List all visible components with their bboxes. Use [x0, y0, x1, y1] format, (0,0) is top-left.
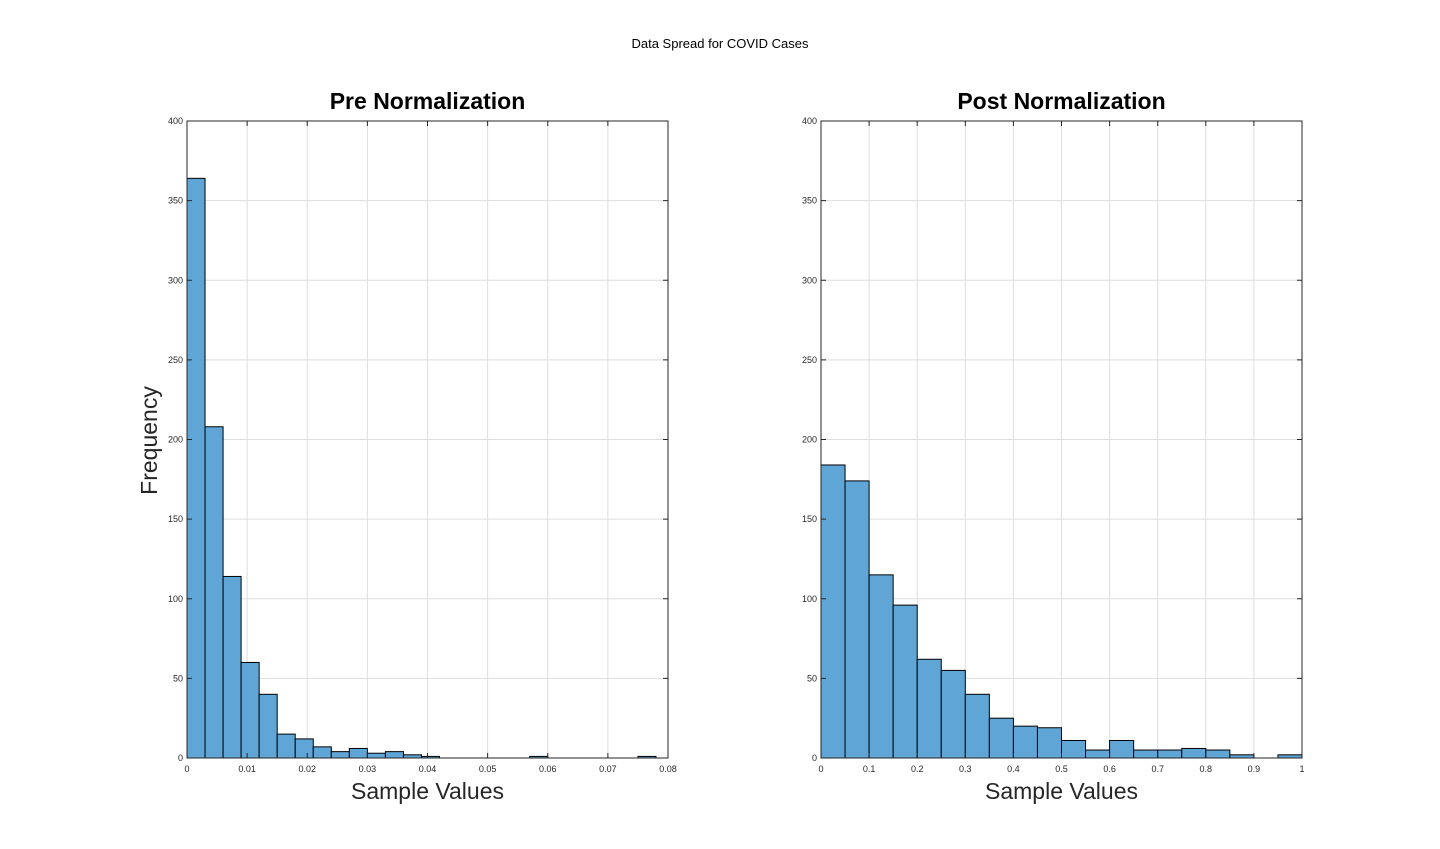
post-normalization-bar — [1061, 739, 1087, 759]
post-normalization-title: Post Normalization — [957, 88, 1165, 114]
pre-normalization-bar — [312, 746, 332, 759]
post-normalization-bar — [1157, 749, 1183, 759]
pre-normalization-bar — [222, 575, 242, 759]
pre-normalization-ticks: 0 0.01 0.02 0.03 0.04 0.05 0.06 0.07 0.08 0 50 100 1… — [168, 116, 677, 774]
pre-normalization-ytick-label: 200 — [168, 435, 183, 445]
pre-normalization-xtick-label: 0.08 — [659, 764, 677, 774]
post-normalization-ytick-label: 50 — [807, 673, 817, 683]
post-normalization-xtick-label: 0.3 — [959, 764, 972, 774]
pre-normalization-xtick-label: 0.01 — [238, 764, 256, 774]
post-normalization-bar — [916, 658, 942, 759]
post-normalization-bar — [892, 604, 918, 759]
post-normalization-xtick-label: 0.5 — [1055, 764, 1068, 774]
pre-normalization-bar — [186, 177, 206, 759]
post-normalization-bar — [988, 717, 1014, 759]
pre-normalization-bar — [294, 738, 314, 759]
pre-normalization-axes: 0 0.01 0.02 0.03 0.04 0.05 0.06 0.07 0.08 0 50 100 1… — [136, 88, 677, 804]
post-normalization-ytick-label: 350 — [802, 196, 817, 206]
pre-normalization-ytick-label: 400 — [168, 116, 183, 126]
pre-normalization-xtick-label: 0.03 — [359, 764, 377, 774]
pre-normalization-bar — [204, 426, 224, 759]
post-normalization-bar — [844, 480, 870, 759]
post-normalization-bar — [820, 464, 846, 759]
pre-normalization-bar — [276, 733, 296, 759]
pre-normalization-title: Pre Normalization — [330, 88, 526, 114]
pre-normalization-xtick-label: 0.07 — [599, 764, 617, 774]
pre-normalization-ytick-label: 350 — [168, 196, 183, 206]
post-normalization-bar — [1205, 749, 1231, 759]
post-normalization-ytick-label: 400 — [802, 116, 817, 126]
pre-normalization-ytick-label: 150 — [168, 514, 183, 524]
pre-normalization-xtick-label: 0.06 — [539, 764, 557, 774]
post-normalization-bar — [1085, 749, 1111, 759]
post-normalization-bar — [964, 693, 990, 759]
post-normalization-xtick-label: 0.1 — [863, 764, 876, 774]
post-normalization-bar — [868, 574, 894, 759]
post-normalization-bar — [1109, 739, 1135, 759]
post-normalization-xtick-label: 0.8 — [1200, 764, 1213, 774]
post-normalization-ytick-label: 250 — [802, 355, 817, 365]
pre-normalization-ytick-label: 0 — [178, 753, 183, 763]
pre-normalization-ytick-label: 250 — [168, 355, 183, 365]
pre-normalization-bar — [240, 661, 260, 759]
post-normalization-xtick-label: 0.6 — [1103, 764, 1116, 774]
post-normalization-bar — [1012, 725, 1038, 759]
post-normalization-ytick-label: 0 — [812, 753, 817, 763]
post-normalization-xtick-label: 0.9 — [1248, 764, 1261, 774]
post-normalization-xtick-label: 0.7 — [1151, 764, 1164, 774]
post-normalization-xlabel: Sample Values — [985, 778, 1138, 804]
post-normalization-bar — [1181, 747, 1207, 759]
pre-normalization-xtick-label: 0.02 — [298, 764, 316, 774]
post-normalization-xtick-label: 0.2 — [911, 764, 924, 774]
pre-normalization-xtick-label: 0.04 — [419, 764, 437, 774]
pre-normalization-xtick-label: 0.05 — [479, 764, 497, 774]
post-normalization-ytick-label: 300 — [802, 275, 817, 285]
pre-normalization-xlabel: Sample Values — [351, 778, 504, 804]
post-normalization-bar — [1133, 749, 1159, 759]
post-normalization-xtick-label: 1 — [1299, 764, 1304, 774]
post-normalization-ytick-label: 200 — [802, 435, 817, 445]
pre-normalization-xtick-label: 0 — [184, 764, 189, 774]
post-normalization-bar — [1036, 727, 1062, 759]
pre-normalization-ylabel: Frequency — [136, 386, 162, 495]
post-normalization-axes: 0 0.1 0.2 0.3 0.4 0.5 0.6 0.7 0.8 0.9 1 0 50 100 150 20… — [802, 88, 1305, 804]
pre-normalization-bar — [258, 693, 278, 759]
pre-normalization-bar — [366, 752, 386, 759]
post-normalization-xtick-label: 0.4 — [1007, 764, 1020, 774]
pre-normalization-bars — [186, 177, 657, 759]
post-normalization-bars — [820, 464, 1303, 759]
pre-normalization-ytick-label: 300 — [168, 275, 183, 285]
post-normalization-ytick-label: 100 — [802, 594, 817, 604]
post-normalization-ytick-label: 150 — [802, 514, 817, 524]
pre-normalization-ytick-label: 100 — [168, 594, 183, 604]
pre-normalization-bar — [384, 751, 404, 759]
pre-normalization-bar — [348, 747, 368, 759]
post-normalization-xtick-label: 0 — [818, 764, 823, 774]
post-normalization-ticks: 0 0.1 0.2 0.3 0.4 0.5 0.6 0.7 0.8 0.9 1 0 50 100 150 20… — [802, 116, 1305, 774]
figure-suptitle: Data Spread for COVID Cases — [631, 36, 809, 51]
post-normalization-bar — [940, 669, 966, 759]
pre-normalization-bar — [330, 751, 350, 759]
pre-normalization-ytick-label: 50 — [173, 673, 183, 683]
